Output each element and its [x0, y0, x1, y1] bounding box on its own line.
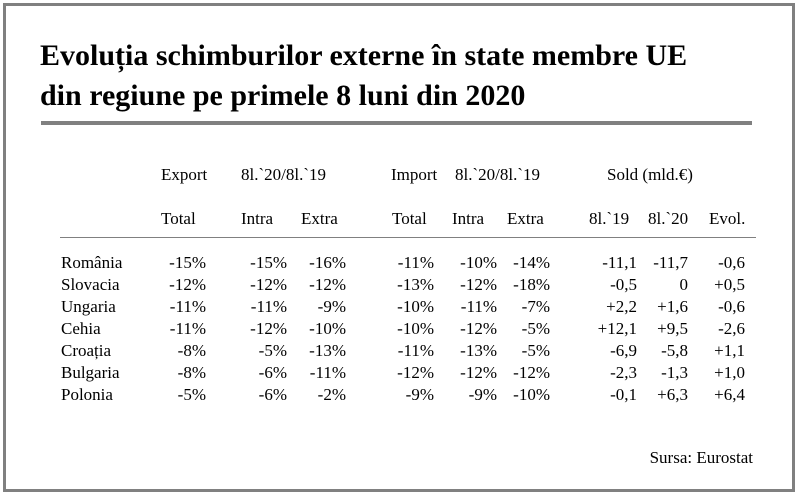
subheader-cell: Total	[161, 209, 196, 228]
table-cell: -0,6	[718, 253, 745, 272]
country-name: Bulgaria	[61, 363, 120, 382]
table-cell: -11%	[460, 297, 497, 316]
country-name: Croația	[61, 341, 112, 360]
table-cell: -13%	[460, 341, 497, 360]
table-cell: -5%	[521, 319, 550, 338]
title-line-1: Evoluția schimburilor externe în state m…	[40, 39, 688, 72]
header-export-period: 8l.`20/8l.`19	[241, 165, 326, 184]
header-divider	[60, 237, 756, 238]
table-cell: -12%	[309, 275, 346, 294]
table-cell: +1,6	[657, 297, 688, 316]
subheader-cell: Total	[392, 209, 427, 228]
table-cell: -15%	[250, 253, 287, 272]
table-cell: -12%	[169, 275, 206, 294]
subheader-cell: Intra	[241, 209, 274, 228]
table-cell: -11%	[397, 253, 434, 272]
table-cell: -1,3	[661, 363, 688, 382]
table-cell: -12%	[250, 275, 287, 294]
table-cell: -2,3	[610, 363, 637, 382]
table-cell: +9,5	[657, 319, 688, 338]
table-cell: -16%	[309, 253, 346, 272]
table-cell: -12%	[460, 363, 497, 382]
table-cell: 0	[679, 275, 689, 294]
table-cell: -2%	[317, 385, 346, 404]
table-cell: -11,1	[602, 253, 637, 272]
table-cell: +1,0	[714, 363, 745, 382]
table-cell: -7%	[521, 297, 550, 316]
table-cell: -0,5	[610, 275, 637, 294]
header-import: Import	[391, 165, 438, 184]
country-name: Cehia	[61, 319, 101, 338]
country-name: Polonia	[61, 385, 113, 404]
table-cell: -11%	[309, 363, 346, 382]
table-cell: -11%	[397, 341, 434, 360]
table-cell: +12,1	[597, 319, 637, 338]
subheader-cell: Intra	[452, 209, 485, 228]
table-cell: -9%	[468, 385, 497, 404]
table-cell: -11,7	[653, 253, 688, 272]
table-cell: -0,6	[718, 297, 745, 316]
table-cell: +6,4	[714, 385, 745, 404]
table-cell: -11%	[250, 297, 287, 316]
subheader-cell: 8l.`19	[589, 209, 630, 228]
table-cell: -2,6	[718, 319, 745, 338]
table-cell: -12%	[460, 275, 497, 294]
table-cell: -15%	[169, 253, 206, 272]
table-cell: -13%	[309, 341, 346, 360]
table-cell: +1,1	[714, 341, 745, 360]
table-cell: -5%	[177, 385, 206, 404]
subheader-cell: Evol.	[709, 209, 746, 228]
table-cell: +2,2	[606, 297, 637, 316]
table-cell: -11%	[169, 319, 206, 338]
table-cell: -6%	[258, 385, 287, 404]
figure-frame	[3, 3, 795, 492]
table-cell: -6,9	[610, 341, 637, 360]
header-sold: Sold (mld.€)	[607, 165, 693, 184]
table-cell: -10%	[397, 297, 434, 316]
table-cell: -10%	[397, 319, 434, 338]
table-cell: -5%	[521, 341, 550, 360]
table-cell: -11%	[169, 297, 206, 316]
subheader-cell: 8l.`20	[648, 209, 689, 228]
country-name: România	[61, 253, 123, 272]
table-cell: -10%	[513, 385, 550, 404]
table-cell: -14%	[513, 253, 550, 272]
table-cell: +6,3	[657, 385, 688, 404]
table-cell: -5,8	[661, 341, 688, 360]
table-cell: -10%	[460, 253, 497, 272]
table-cell: -5%	[258, 341, 287, 360]
title-line-2: din regiune pe primele 8 luni din 2020	[40, 79, 526, 112]
figure-title: Evoluția schimburilor externe în state m…	[40, 36, 687, 116]
table-cell: -0,1	[610, 385, 637, 404]
subheader-cell: Extra	[507, 209, 544, 228]
title-divider	[41, 121, 752, 125]
table-cell: -8%	[177, 363, 206, 382]
table-cell: -12%	[250, 319, 287, 338]
table-cell: -8%	[177, 341, 206, 360]
header-export: Export	[161, 165, 208, 184]
header-import-period: 8l.`20/8l.`19	[455, 165, 540, 184]
subheader-cell: Extra	[301, 209, 338, 228]
table-cell: -9%	[405, 385, 434, 404]
table-cell: -12%	[460, 319, 497, 338]
table-cell: -12%	[397, 363, 434, 382]
table-cell: +0,5	[714, 275, 745, 294]
table-cell: -13%	[397, 275, 434, 294]
country-name: Ungaria	[61, 297, 116, 316]
source-note: Sursa: Eurostat	[649, 448, 753, 467]
country-name: Slovacia	[61, 275, 120, 294]
table-cell: -18%	[513, 275, 550, 294]
table-cell: -10%	[309, 319, 346, 338]
table-cell: -9%	[317, 297, 346, 316]
table-cell: -6%	[258, 363, 287, 382]
table-cell: -12%	[513, 363, 550, 382]
